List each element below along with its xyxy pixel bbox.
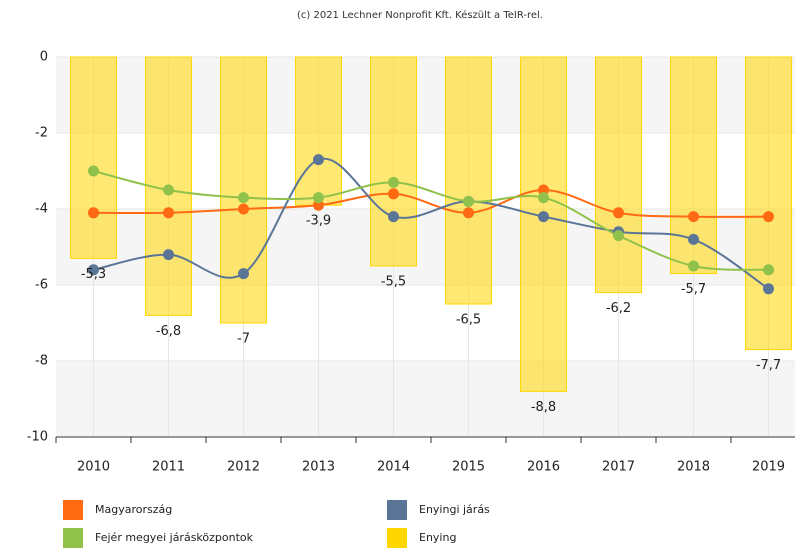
marker — [388, 188, 399, 200]
legend-label: Magyarország — [95, 503, 172, 516]
line — [93, 170, 769, 271]
marker — [163, 184, 174, 196]
x-tick-label: 2012 — [227, 460, 260, 475]
marker — [763, 264, 774, 276]
marker — [313, 154, 324, 166]
data-label: -6,5 — [456, 313, 481, 328]
marker — [763, 211, 774, 223]
legend-swatch — [63, 528, 83, 548]
plot-band — [56, 361, 795, 437]
x-tick-label: 2019 — [752, 460, 785, 475]
marker — [238, 268, 249, 280]
bar — [520, 56, 567, 392]
marker — [238, 192, 249, 204]
legend-swatch — [63, 500, 83, 520]
bar — [220, 56, 267, 324]
x-tick-label: 2013 — [302, 460, 335, 475]
marker — [88, 165, 99, 177]
x-tick-label: 2017 — [602, 460, 635, 475]
marker — [313, 192, 324, 204]
marker — [613, 207, 624, 219]
y-tick-label: -4 — [35, 202, 48, 217]
data-label: -6,2 — [606, 301, 631, 316]
bar — [445, 56, 492, 305]
data-label: -5,7 — [681, 282, 706, 297]
marker — [688, 233, 699, 245]
data-label: -5,3 — [81, 267, 106, 282]
legend-label: Enying — [419, 531, 456, 544]
marker — [688, 260, 699, 272]
data-label: -7,7 — [756, 358, 781, 373]
legend-label: Enyingi járás — [419, 503, 490, 516]
x-tick-label: 2018 — [677, 460, 710, 475]
bar — [70, 56, 117, 259]
bar — [295, 56, 342, 206]
data-label: -6,8 — [156, 324, 181, 339]
marker — [613, 230, 624, 242]
marker — [313, 199, 324, 211]
marker — [463, 207, 474, 219]
y-tick-label: -8 — [35, 354, 48, 369]
chart-title: (c) 2021 Lechner Nonprofit Kft. Készült … — [297, 9, 543, 21]
x-tick-label: 2010 — [77, 460, 110, 475]
y-tick-label: 0 — [40, 50, 48, 65]
data-label: -8,8 — [531, 400, 556, 415]
marker — [538, 184, 549, 196]
legend-swatch — [387, 528, 407, 548]
x-tick-label: 2015 — [452, 460, 485, 475]
marker — [88, 207, 99, 219]
marker — [388, 211, 399, 223]
y-tick-label: -6 — [35, 278, 48, 293]
data-label: -7 — [237, 332, 250, 347]
marker — [688, 211, 699, 223]
bar — [370, 56, 417, 267]
y-tick-label: -10 — [27, 430, 48, 445]
x-tick-label: 2016 — [527, 460, 560, 475]
x-tick-label: 2014 — [377, 460, 410, 475]
bar — [595, 56, 642, 294]
legend-label: Fejér megyei járásközpontok — [95, 531, 254, 544]
marker — [88, 264, 99, 276]
marker — [388, 176, 399, 188]
marker — [538, 211, 549, 223]
marker — [238, 203, 249, 215]
x-tick-label: 2011 — [152, 460, 185, 475]
data-label: -5,5 — [381, 275, 406, 290]
line — [93, 157, 770, 290]
bar — [745, 56, 792, 351]
marker — [163, 207, 174, 219]
data-label: -3,9 — [306, 214, 331, 229]
marker — [163, 249, 174, 261]
marker — [538, 192, 549, 204]
line — [93, 188, 769, 218]
y-tick-label: -2 — [35, 126, 48, 141]
marker — [463, 195, 474, 207]
marker — [763, 283, 774, 295]
legend-swatch — [387, 500, 407, 520]
